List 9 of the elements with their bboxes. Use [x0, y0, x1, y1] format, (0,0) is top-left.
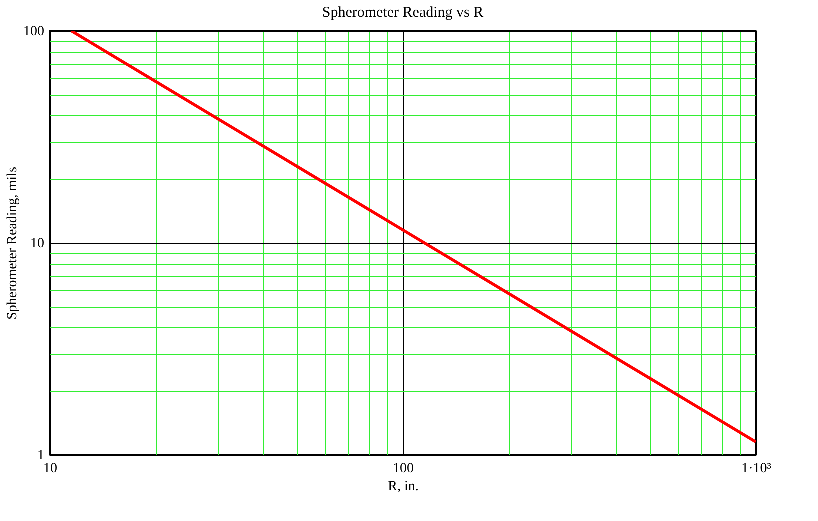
x-axis-title: R, in.	[388, 480, 419, 494]
x-tick-label: 1·10³	[742, 462, 772, 476]
x-tick-label: 10	[44, 462, 58, 476]
y-axis-title: Spherometer Reading, mils	[6, 167, 20, 320]
chart-title: Spherometer Reading vs R	[322, 5, 484, 21]
y-tick-label: 10	[30, 236, 44, 252]
x-tick-label: 100	[393, 462, 414, 476]
y-tick-label: 100	[24, 24, 44, 40]
y-tick-label: 1	[38, 448, 44, 464]
